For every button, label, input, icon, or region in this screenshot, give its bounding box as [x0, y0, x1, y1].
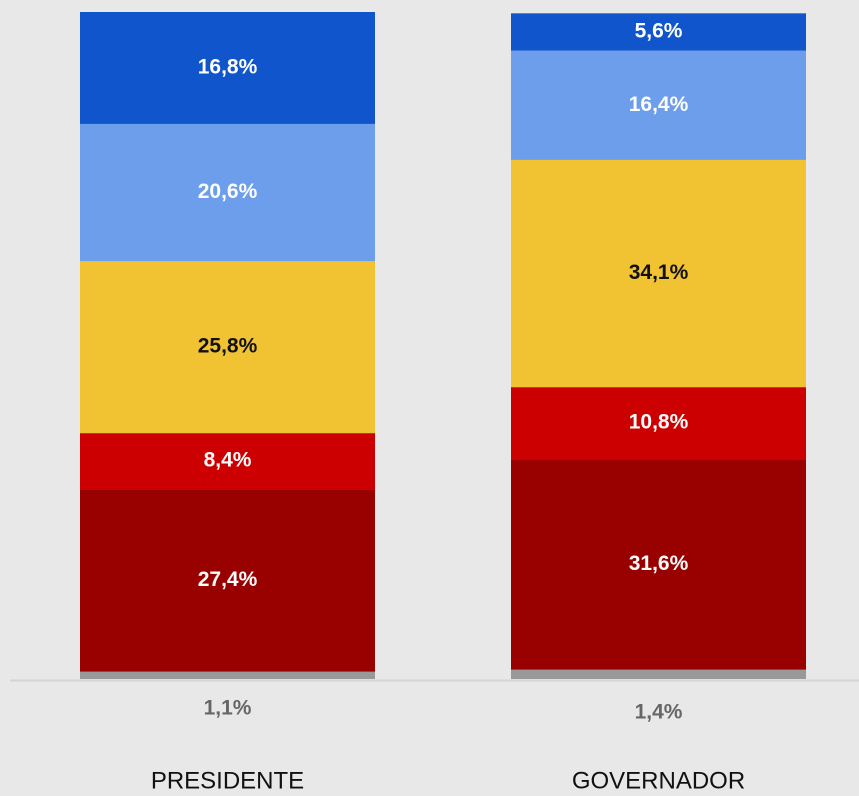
x-tick-label: PRESIDENTE — [151, 767, 304, 794]
bar-segment — [80, 261, 375, 434]
value-label: 10,8% — [629, 411, 689, 434]
value-label: 8,4% — [204, 449, 252, 472]
value-label: 1,1% — [204, 697, 252, 720]
value-label: 34,1% — [629, 261, 689, 284]
value-label: 25,8% — [198, 335, 258, 358]
bar-segment — [80, 123, 375, 262]
bar-segment — [511, 459, 806, 670]
value-label: 20,6% — [198, 180, 258, 203]
bar-segment — [511, 159, 806, 388]
bar-segment — [511, 50, 806, 160]
bar-segment — [511, 13, 806, 51]
x-tick-label: GOVERNADOR — [572, 767, 745, 794]
value-label: 27,4% — [198, 568, 258, 591]
value-label: 5,6% — [635, 20, 683, 43]
value-label: 1,4% — [635, 701, 683, 724]
bar-segment — [511, 669, 806, 679]
value-label: 31,6% — [629, 552, 689, 575]
bar-segment — [80, 671, 375, 679]
bar-segment — [80, 433, 375, 490]
bar-segment — [511, 387, 806, 460]
value-label: 16,4% — [629, 93, 689, 116]
value-label: 16,8% — [198, 56, 258, 79]
bar-segment — [80, 489, 375, 672]
bar-segment — [80, 12, 375, 124]
